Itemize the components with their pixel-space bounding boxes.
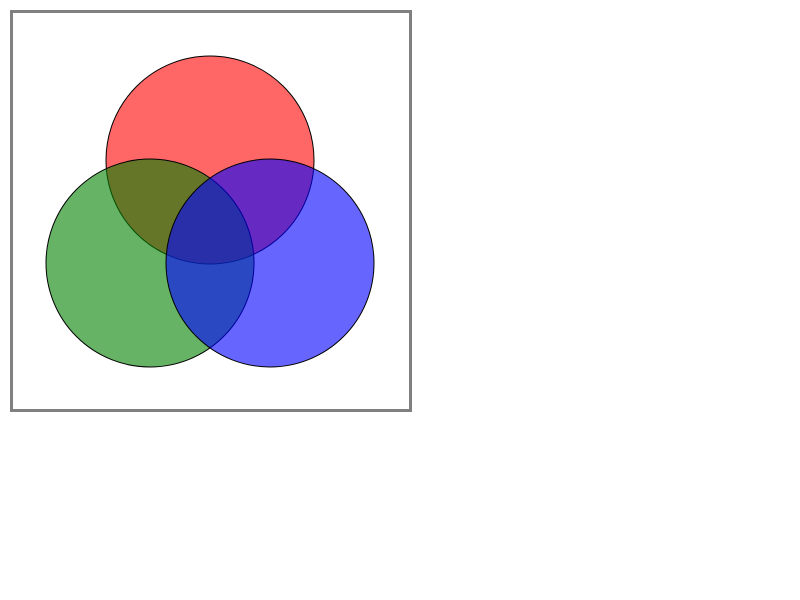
venn-circle-right	[165, 158, 375, 368]
diagram-frame	[10, 10, 412, 412]
venn-diagram	[45, 55, 375, 368]
